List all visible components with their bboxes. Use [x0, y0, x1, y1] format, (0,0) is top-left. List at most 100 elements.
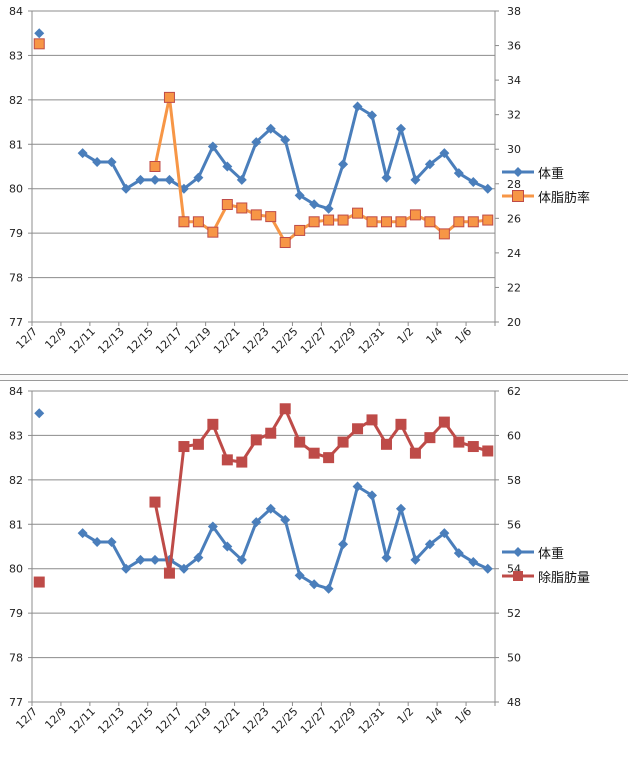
x-tick-label: 12/19 [182, 325, 214, 357]
data-point-weight [338, 159, 349, 170]
y-left-tick-label: 79 [9, 607, 23, 620]
y-right-tick-label: 26 [507, 212, 521, 225]
data-point-weight [135, 174, 146, 185]
series-line-segment-secondary [167, 95, 186, 224]
x-tick-label: 12/19 [182, 705, 214, 737]
data-point-leanmass [250, 434, 262, 446]
series-line-segment-weight [211, 525, 229, 548]
x-tick-label: 12/13 [95, 325, 127, 357]
data-point-weight [338, 539, 349, 550]
data-point-weight [309, 199, 320, 210]
data-point-bodyfat [380, 216, 392, 228]
data-point-weight [121, 183, 132, 194]
x-tick-label: 1/6 [452, 325, 474, 347]
data-point-bodyfat [409, 209, 421, 221]
data-point-leanmass [33, 576, 45, 588]
legend-label: 除脂肪量 [538, 570, 591, 586]
x-tick-label: 1/4 [424, 325, 446, 347]
series-line-segment-secondary [167, 445, 186, 575]
data-point-weight [367, 110, 378, 121]
x-tick-label: 12/17 [153, 325, 185, 357]
data-point-weight [367, 490, 378, 501]
data-point-weight [121, 563, 132, 574]
series-line-segment-weight [283, 518, 302, 577]
x-tick-label: 12/15 [124, 325, 156, 357]
series-line-segment-secondary [283, 407, 302, 444]
x-tick-label: 12/25 [269, 705, 301, 737]
data-point-weight [265, 503, 276, 514]
data-point-bodyfat [337, 214, 349, 226]
y-right-tick-label: 30 [507, 143, 521, 156]
data-point-weight [280, 514, 291, 525]
data-point-leanmass [409, 447, 421, 459]
x-tick-label: 12/11 [66, 325, 98, 357]
legend-item-weight: 体重 [500, 540, 590, 564]
y-right-tick-label: 20 [507, 316, 521, 329]
data-point-weight [352, 481, 363, 492]
y-right-tick-label: 38 [507, 5, 521, 18]
data-point-leanmass [265, 427, 277, 439]
legend-square-icon [502, 571, 534, 581]
x-tick-label: 12/29 [327, 325, 359, 357]
x-tick-label: 1/6 [452, 705, 474, 727]
series-line-segment-weight [240, 140, 258, 182]
y-right-tick-label: 58 [507, 474, 521, 487]
x-tick-label: 12/29 [327, 705, 359, 737]
x-tick-label: 12/13 [95, 705, 127, 737]
legend-item-weight: 体重 [500, 160, 590, 184]
data-point-bodyfat [453, 216, 465, 228]
data-point-leanmass [308, 447, 320, 459]
series-line-segment-weight [196, 525, 215, 560]
series-line-segment-weight [384, 127, 403, 180]
data-point-bodyfat [149, 161, 161, 172]
data-point-leanmass [366, 414, 378, 426]
x-tick-label: 12/31 [356, 325, 388, 357]
data-point-weight [395, 123, 406, 134]
chart-weight-bodyfat: 77 78 79 80 81 82 83 84 20 22 24 26 28 30 32 34 36 38 12/7… [0, 0, 628, 372]
series-line-segment-weight [196, 145, 215, 180]
data-point-weight [77, 148, 88, 159]
data-point-weight [149, 554, 160, 565]
legend-label: 体重 [538, 546, 565, 562]
y-right-tick-label: 52 [507, 607, 521, 620]
x-tick-label: 12/9 [42, 325, 69, 352]
x-tick-label: 12/21 [211, 705, 243, 737]
data-point-bodyfat [323, 214, 335, 226]
y-left-tick-label: 77 [9, 696, 23, 709]
data-point-weight [193, 552, 204, 563]
data-point-weight [395, 503, 406, 514]
x-tick-label: 1/2 [395, 705, 417, 727]
data-point-leanmass [424, 432, 436, 444]
series-line-segment-weight [399, 507, 417, 562]
data-point-weight [424, 159, 435, 170]
data-point-weight [34, 28, 45, 39]
data-point-bodyfat [250, 209, 262, 221]
x-tick-label: 12/23 [240, 325, 272, 357]
x-tick-label: 12/15 [124, 705, 156, 737]
series-line-segment-weight [370, 113, 388, 180]
series-line-segment-weight [283, 138, 302, 197]
y-left-tick-label: 82 [9, 94, 23, 107]
data-point-bodyfat [308, 216, 320, 228]
series-line-segment-weight [327, 542, 345, 591]
series-line-segment-weight [442, 151, 461, 175]
data-point-bodyfat [467, 216, 479, 228]
y-left-tick-label: 80 [9, 183, 23, 196]
y-left-tick-label: 83 [9, 49, 23, 62]
y-left-tick-label: 80 [9, 563, 23, 576]
y-right-tick-label: 48 [507, 696, 521, 709]
x-tick-label: 12/21 [211, 325, 243, 357]
data-point-weight [294, 570, 305, 581]
y-left-tick-label: 78 [9, 652, 23, 665]
data-point-weight [34, 408, 45, 419]
data-point-leanmass [178, 441, 190, 453]
data-point-weight [92, 157, 103, 168]
data-point-weight [236, 174, 247, 185]
data-point-weight [482, 563, 493, 574]
data-point-weight [251, 517, 262, 528]
y-right-tick-label: 62 [507, 385, 521, 398]
y-right-tick-label: 56 [507, 518, 521, 531]
series-line-segment-weight [110, 540, 128, 571]
data-point-leanmass [163, 567, 175, 579]
data-point-weight [410, 174, 421, 185]
